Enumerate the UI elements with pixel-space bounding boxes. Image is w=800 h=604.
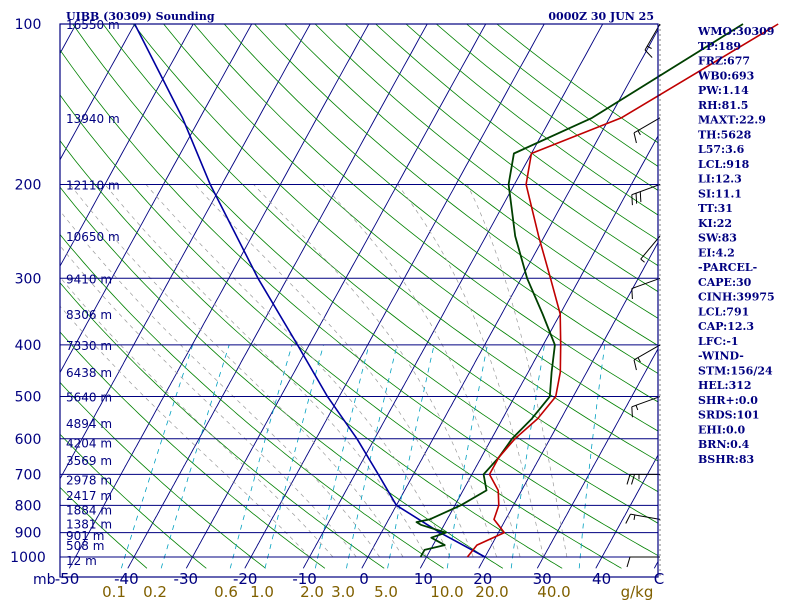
pressure-unit-label: mb <box>33 572 56 588</box>
pressure-tick-label: 400 <box>15 338 42 354</box>
mixing-ratio-label: 0.6 <box>214 583 238 600</box>
mixing-ratio-label: 20.0 <box>475 583 508 600</box>
index-entry: LCL:918 <box>698 158 750 171</box>
pressure-tick-label: 1000 <box>10 550 46 566</box>
height-label: 8306 m <box>66 308 112 322</box>
index-entry: WB0:693 <box>697 69 754 82</box>
index-entry: MAXT:22.9 <box>698 114 766 127</box>
temperature-unit-label: C <box>654 570 664 588</box>
pressure-tick-label: 600 <box>15 432 42 448</box>
index-entry: -PARCEL- <box>698 261 757 274</box>
pressure-tick-label: 200 <box>15 177 42 193</box>
index-entry: EI:4.2 <box>698 246 735 259</box>
mixing-ratio-label: 0.1 <box>102 583 126 600</box>
pressure-tick-label: 100 <box>15 17 42 33</box>
height-label: 2417 m <box>66 489 112 503</box>
index-entry: TT:31 <box>698 202 733 215</box>
height-label: 6438 m <box>66 366 112 380</box>
index-entry: LCL:791 <box>698 305 749 318</box>
index-entry: CINH:39975 <box>698 291 775 304</box>
pressure-tick-label: 900 <box>15 526 42 542</box>
pressure-tick-label: 700 <box>15 467 42 483</box>
mixing-ratio-label: 40.0 <box>537 583 570 600</box>
index-entry: -WIND- <box>698 350 744 363</box>
index-entry: STM:156/24 <box>698 364 773 377</box>
temperature-tick-label: -30 <box>174 570 199 588</box>
temperature-tick-label: -50 <box>55 570 80 588</box>
index-entry: EHI:0.0 <box>698 423 745 436</box>
index-entry: PW:1.14 <box>698 84 749 97</box>
mixing-ratio-label: 10.0 <box>430 583 463 600</box>
index-entry: SRDS:101 <box>698 409 760 422</box>
index-entry: FRZ:677 <box>698 55 750 68</box>
height-label: 3569 m <box>66 454 112 468</box>
temperature-tick-label: 0 <box>359 570 369 588</box>
index-entry: HEL:312 <box>698 379 752 392</box>
height-label: 12 m <box>66 554 97 568</box>
index-entry: TH:5628 <box>698 128 752 141</box>
height-label: 2978 m <box>66 473 112 487</box>
mixing-ratio-label: 1.0 <box>250 583 274 600</box>
height-label: 12110 m <box>66 178 120 192</box>
index-entry: LI:12.3 <box>698 173 742 186</box>
mixing-ratio-label: 3.0 <box>331 583 355 600</box>
index-entry: TP:189 <box>698 40 741 53</box>
mixing-ratio-unit-label: g/kg <box>621 583 654 600</box>
height-label: 1884 m <box>66 504 112 518</box>
mixing-ratio-label: 5.0 <box>374 583 398 600</box>
height-label: 7330 m <box>66 339 112 353</box>
height-label: 4894 m <box>66 417 112 431</box>
wind-barb-flag <box>640 192 641 202</box>
height-label: 5640 m <box>66 391 112 405</box>
index-entry: SI:11.1 <box>698 187 742 200</box>
height-label: 13940 m <box>66 112 120 126</box>
wind-barb-flag <box>636 193 637 203</box>
wind-barb-flag <box>632 407 633 417</box>
mixing-ratio-label: 2.0 <box>300 583 324 600</box>
index-entry: SW:83 <box>698 232 737 245</box>
chart-datetime: 0000Z 30 JUN 25 <box>548 10 654 23</box>
pressure-tick-label: 500 <box>15 390 42 406</box>
index-entry: LFC:-1 <box>698 335 739 348</box>
height-label: 4204 m <box>66 437 112 451</box>
index-entry: SHR+:0.0 <box>698 394 758 407</box>
pressure-tick-label: 300 <box>15 271 42 287</box>
pressure-tick-label: 800 <box>15 498 42 514</box>
height-label: 9410 m <box>66 272 112 286</box>
wind-barb-flag <box>632 195 633 205</box>
index-entry: L57:3.6 <box>698 143 745 156</box>
index-entry: WMO:30309 <box>697 25 774 38</box>
chart-title: UIBB (30309) Sounding <box>66 10 215 23</box>
index-entry: RH:81.5 <box>698 99 748 112</box>
index-entry: BSHR:83 <box>698 453 754 466</box>
wind-barb-flag <box>632 289 633 299</box>
mixing-ratio-label: 0.2 <box>143 583 167 600</box>
index-entry: KI:22 <box>698 217 732 230</box>
height-label: 1381 m <box>66 517 112 531</box>
index-entry: CAP:12.3 <box>698 320 754 333</box>
index-entry: BRN:0.4 <box>698 438 750 451</box>
temperature-tick-label: 40 <box>592 570 611 588</box>
height-label: 10650 m <box>66 230 120 244</box>
index-entry: CAPE:30 <box>698 276 752 289</box>
